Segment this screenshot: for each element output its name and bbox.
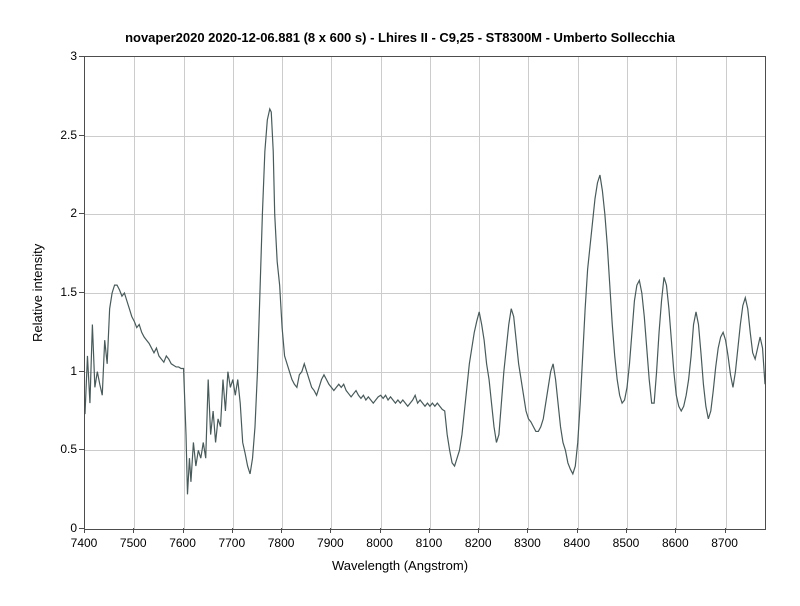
- x-tick-label: 8100: [416, 536, 443, 550]
- x-tick-mark: [725, 528, 726, 533]
- x-tick-label: 8600: [662, 536, 689, 550]
- x-tick-mark: [133, 528, 134, 533]
- plot-area: [84, 56, 766, 530]
- y-tick-mark: [79, 528, 84, 529]
- y-tick-label: 0.5: [49, 442, 77, 456]
- y-tick-label: 1: [49, 364, 77, 378]
- x-tick-mark: [478, 528, 479, 533]
- y-tick-mark: [79, 135, 84, 136]
- spectrum-line: [85, 57, 765, 529]
- x-tick-mark: [330, 528, 331, 533]
- x-tick-mark: [84, 528, 85, 533]
- x-tick-label: 7800: [268, 536, 295, 550]
- x-tick-mark: [232, 528, 233, 533]
- y-tick-mark: [79, 371, 84, 372]
- x-tick-label: 8000: [366, 536, 393, 550]
- x-tick-label: 8300: [514, 536, 541, 550]
- x-tick-mark: [577, 528, 578, 533]
- y-tick-label: 2: [49, 206, 77, 220]
- x-tick-label: 7600: [169, 536, 196, 550]
- y-axis-label: Relative intensity: [30, 244, 45, 342]
- x-tick-mark: [429, 528, 430, 533]
- x-tick-label: 7900: [317, 536, 344, 550]
- x-tick-mark: [626, 528, 627, 533]
- x-tick-label: 8400: [563, 536, 590, 550]
- spectrum-chart: novaper2020 2020-12-06.881 (8 x 600 s) -…: [0, 0, 800, 606]
- x-tick-mark: [380, 528, 381, 533]
- x-axis-label: Wavelength (Angstrom): [0, 558, 800, 573]
- chart-title: novaper2020 2020-12-06.881 (8 x 600 s) -…: [0, 30, 800, 45]
- y-tick-mark: [79, 449, 84, 450]
- x-tick-mark: [281, 528, 282, 533]
- x-tick-label: 8200: [465, 536, 492, 550]
- y-tick-label: 3: [49, 49, 77, 63]
- y-tick-mark: [79, 213, 84, 214]
- x-tick-mark: [675, 528, 676, 533]
- y-tick-label: 2.5: [49, 128, 77, 142]
- y-tick-label: 1.5: [49, 285, 77, 299]
- y-tick-mark: [79, 292, 84, 293]
- x-tick-mark: [183, 528, 184, 533]
- x-tick-label: 7400: [71, 536, 98, 550]
- x-tick-label: 8500: [613, 536, 640, 550]
- y-tick-mark: [79, 56, 84, 57]
- x-tick-label: 7500: [120, 536, 147, 550]
- x-tick-mark: [527, 528, 528, 533]
- y-tick-label: 0: [49, 521, 77, 535]
- x-tick-label: 8700: [711, 536, 738, 550]
- x-tick-label: 7700: [218, 536, 245, 550]
